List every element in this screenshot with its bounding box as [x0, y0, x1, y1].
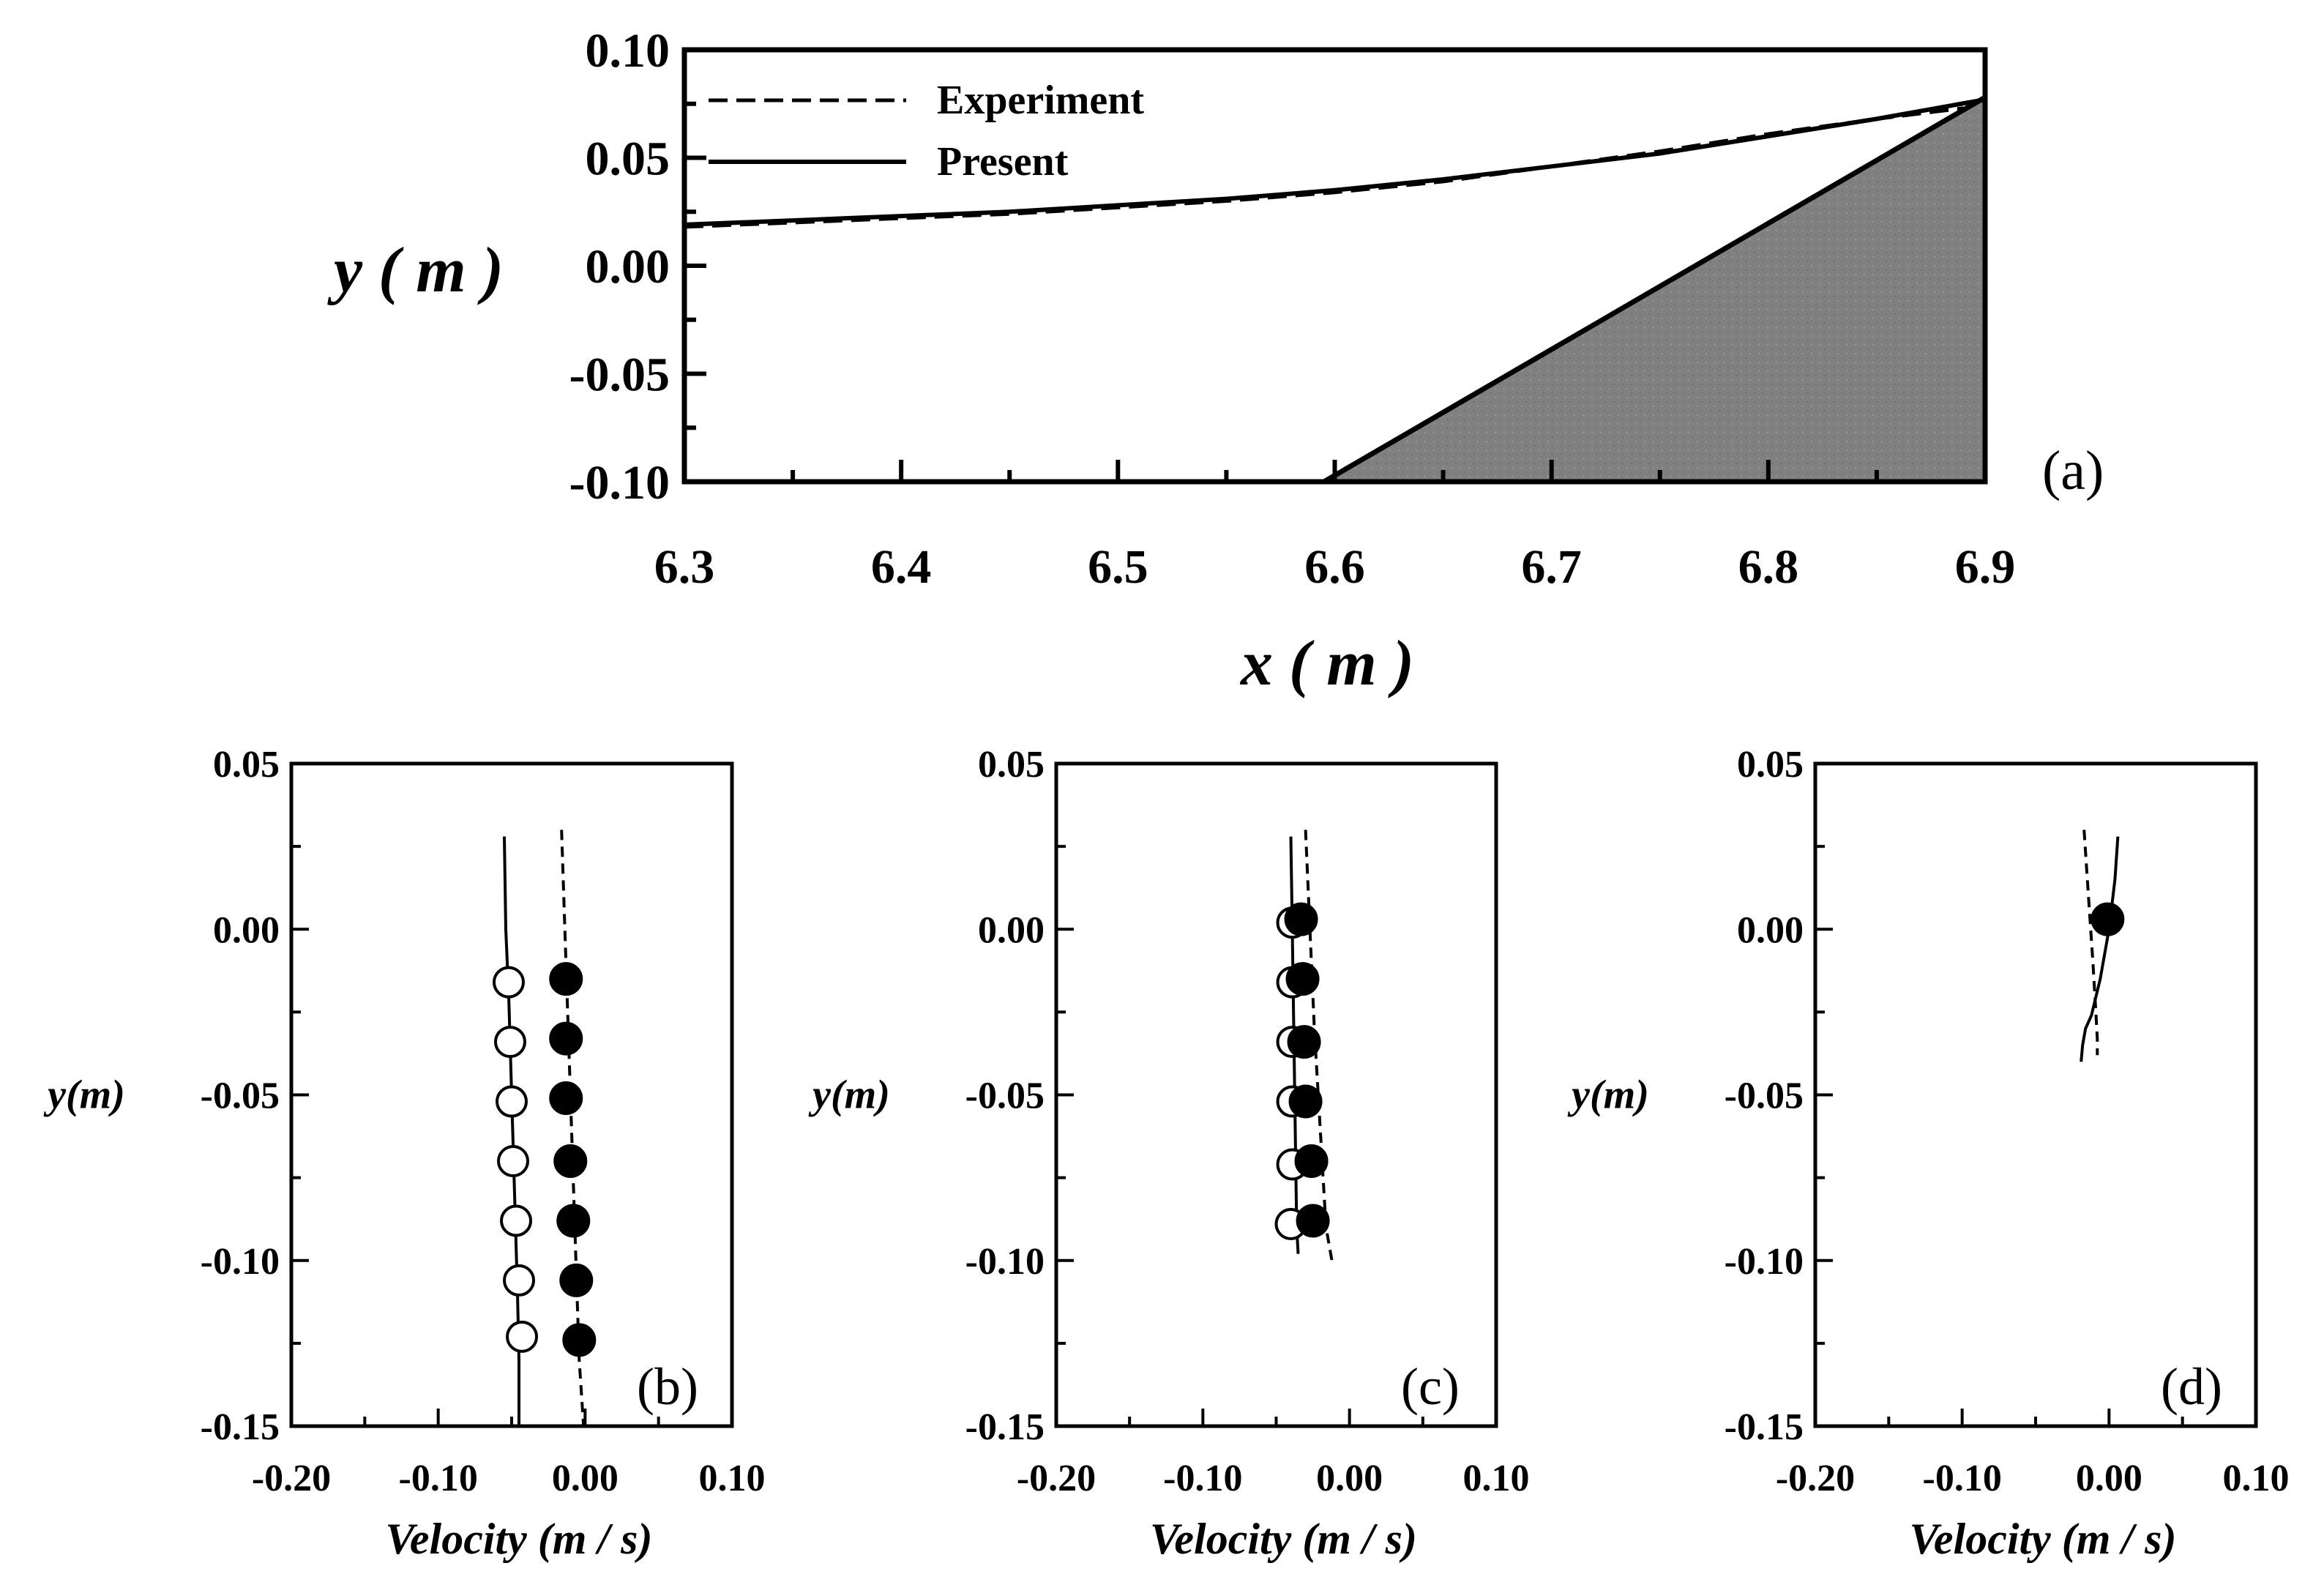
filled-point	[549, 1021, 583, 1056]
filled-point	[1294, 1144, 1329, 1178]
x-tick-label: 6.8	[1738, 540, 1799, 594]
chart-panel-c: -0.20 -0.10 0.00 0.10 0.05 0.00 -0.05 -0.10 -0.1…	[808, 744, 1529, 1563]
filled-point	[1296, 1204, 1330, 1238]
x-tick-label: -0.20	[252, 1458, 331, 1499]
x-axis-label: Velocity (m / s)	[1910, 1515, 2177, 1563]
x-axis-label: Velocity (m / s)	[1150, 1515, 1417, 1563]
y-tick-label: -0.15	[965, 1406, 1045, 1448]
y-tick-label: 0.05	[586, 133, 670, 186]
filled-point	[1288, 1084, 1323, 1119]
y-tick-label: 0.05	[1737, 744, 1804, 786]
y-tick-label: -0.05	[569, 348, 670, 402]
y-tick-label: -0.10	[569, 456, 670, 510]
x-tick-label: 6.4	[871, 540, 932, 594]
x-tick-label: 6.5	[1088, 540, 1148, 594]
y-tick-label: 0.00	[1737, 909, 1804, 951]
filled-point	[2091, 902, 2125, 936]
series-line-present	[684, 97, 1985, 227]
x-tick-label: 6.3	[654, 540, 715, 594]
y-tick-label: -0.05	[201, 1075, 280, 1117]
open-point	[506, 1320, 539, 1353]
x-tick-label: 0.00	[2076, 1458, 2142, 1499]
x-tick-label: 0.10	[699, 1458, 766, 1499]
filled-point	[556, 1204, 591, 1238]
plot-area	[2080, 829, 2125, 1062]
y-tick-label: -0.10	[1725, 1241, 1804, 1283]
x-tick-label: 6.6	[1304, 540, 1365, 594]
y-axis-label: y(m)	[43, 1073, 125, 1118]
x-tick-label: 0.00	[1316, 1458, 1383, 1499]
x-axis-label: Velocity (m / s)	[386, 1515, 653, 1563]
series-line-experiment	[684, 106, 1964, 229]
dashed-profile-line	[560, 829, 586, 1426]
y-tick-label: -0.15	[201, 1406, 280, 1448]
plot-area	[492, 829, 597, 1426]
y-axis-label: y(m)	[808, 1073, 890, 1118]
y-tick-label: -0.05	[965, 1075, 1045, 1117]
legend: Experiment Present	[709, 78, 1144, 184]
x-tick-label: 0.00	[552, 1458, 619, 1499]
chart-panel-b: -0.20 -0.10 0.00 0.10 0.05 0.00 -0.05 -0.10 -0.1…	[43, 744, 765, 1563]
legend-label-present: Present	[937, 139, 1069, 184]
open-point	[500, 1204, 533, 1237]
y-tick-label: 0.05	[978, 744, 1045, 786]
x-axis-label: x ( m )	[1239, 628, 1414, 699]
dashed-profile-line	[2082, 829, 2099, 1056]
plot-frame	[1813, 761, 2258, 1428]
solid-profile-line	[2080, 836, 2120, 1062]
x-tick-label: -0.10	[399, 1458, 478, 1499]
x-tick-label: -0.20	[1776, 1458, 1855, 1499]
y-tick-label: 0.10	[586, 24, 670, 78]
x-tick-label: 6.7	[1521, 540, 1582, 594]
open-point	[493, 1026, 526, 1059]
x-tick-label: -0.10	[1163, 1458, 1242, 1499]
y-tick-label: -0.15	[1725, 1406, 1804, 1448]
y-tick-label: -0.05	[1725, 1075, 1804, 1117]
slope-edge	[1322, 94, 1985, 482]
chart-panel-d: -0.20 -0.10 0.00 0.10 0.05 0.00 -0.05 -0.10 -0.1…	[1567, 744, 2289, 1563]
x-tick-label: -0.20	[1017, 1458, 1096, 1499]
y-tick-label: 0.00	[213, 909, 280, 951]
filled-point	[1285, 962, 1320, 996]
open-point	[492, 966, 525, 999]
filled-point	[562, 1323, 597, 1357]
y-tick-label: 0.00	[586, 240, 670, 294]
panel-label: (d)	[2161, 1357, 2222, 1416]
y-axis-label: y(m)	[1567, 1073, 1649, 1118]
legend-label-experiment: Experiment	[937, 78, 1144, 123]
open-point	[497, 1145, 530, 1177]
filled-point	[549, 1081, 583, 1116]
y-axis-label: y ( m )	[327, 235, 504, 306]
chart-panel-a: 6.3 6.4 6.5 6.6 6.7 6.8 6.9 0.10 0.05 0.00 -0.05 -0…	[327, 24, 2104, 699]
x-tick-label: -0.10	[1923, 1458, 2002, 1499]
filled-point	[553, 1144, 588, 1178]
plot-frame	[1054, 761, 1498, 1428]
y-tick-label: -0.10	[965, 1241, 1045, 1283]
filled-point	[1284, 902, 1318, 936]
y-tick-label: 0.05	[213, 744, 280, 786]
open-point	[503, 1264, 536, 1297]
plot-area	[1274, 829, 1334, 1261]
panel-label: (a)	[2042, 440, 2104, 501]
panel-label: (b)	[637, 1357, 698, 1416]
panel-label: (c)	[1401, 1357, 1460, 1416]
x-tick-label: 0.10	[1463, 1458, 1530, 1499]
plot-area	[684, 94, 1985, 482]
y-tick-label: 0.00	[978, 909, 1045, 951]
filled-point	[549, 962, 583, 996]
filled-point	[559, 1263, 594, 1297]
x-tick-label: 0.10	[2223, 1458, 2290, 1499]
filled-point	[1287, 1025, 1321, 1059]
x-tick-label: 6.9	[1955, 540, 2016, 594]
y-tick-label: -0.10	[201, 1241, 280, 1283]
open-point	[496, 1085, 528, 1118]
